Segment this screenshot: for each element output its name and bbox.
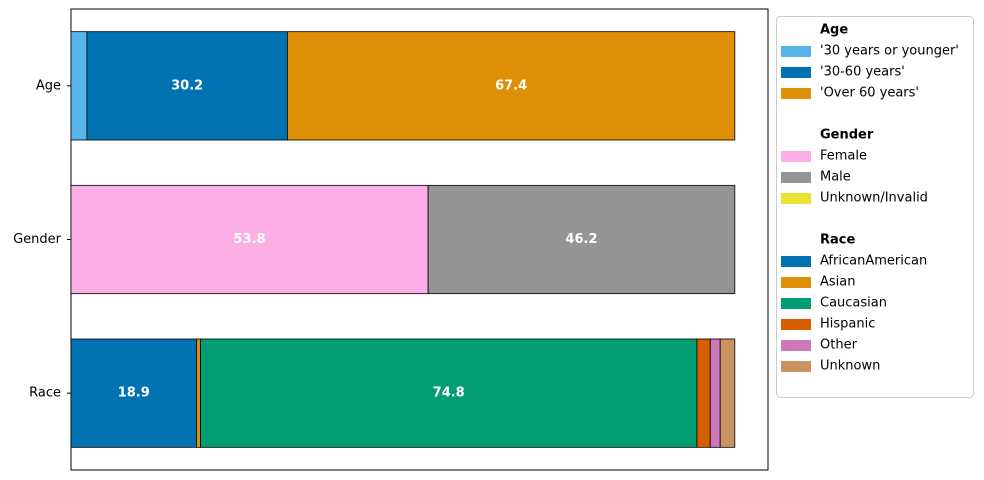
- legend-swatch: [781, 193, 811, 204]
- legend-label: AfricanAmerican: [820, 254, 927, 269]
- legend-swatch: [781, 46, 811, 57]
- bar-segment: [70, 338, 197, 448]
- bar-segment: [200, 338, 698, 448]
- y-tick-label: Gender: [13, 232, 62, 247]
- legend-label: '30-60 years': [820, 65, 905, 80]
- legend-label: 'Over 60 years': [820, 86, 919, 101]
- legend-swatch: [781, 256, 811, 267]
- legend-swatch: [781, 88, 811, 99]
- legend-label: Caucasian: [820, 296, 887, 311]
- bar-segment: [719, 338, 736, 448]
- legend-label: Male: [820, 170, 851, 185]
- legend-title: Age: [820, 23, 848, 38]
- legend-swatch: [781, 361, 811, 372]
- legend-swatch: [781, 319, 811, 330]
- legend-title: Race: [820, 233, 855, 248]
- legend-swatch: [781, 67, 811, 78]
- legend-swatch: [781, 340, 811, 351]
- legend-swatch: [781, 298, 811, 309]
- legend-label: '30 years or younger': [820, 44, 959, 59]
- seg-label: 53.8: [234, 232, 266, 247]
- bar-segment: [196, 338, 201, 448]
- seg-label: 18.9: [118, 386, 150, 401]
- legend-label: Unknown: [820, 359, 880, 374]
- bar-segment: [86, 31, 288, 141]
- legend-swatch: [781, 151, 811, 162]
- legend-label: Asian: [820, 275, 855, 290]
- bar-segment: [696, 338, 711, 448]
- seg-label: 46.2: [565, 232, 597, 247]
- bar-segment: [709, 338, 721, 448]
- seg-label: 67.4: [495, 78, 527, 93]
- seg-label: 30.2: [171, 78, 203, 93]
- legend-label: Unknown/Invalid: [820, 191, 928, 206]
- bar-segment: [287, 31, 736, 141]
- legend-label: Female: [820, 149, 867, 164]
- bar-segment: [427, 184, 736, 295]
- legend-frame: [776, 16, 974, 398]
- y-tick-label: Race: [29, 386, 61, 401]
- legend-swatch: [781, 277, 811, 288]
- y-tick-label: Age: [36, 78, 61, 93]
- legend-swatch: [781, 172, 811, 183]
- legend-label: Hispanic: [820, 317, 875, 332]
- legend-label: Other: [820, 338, 858, 353]
- seg-label: 74.8: [433, 386, 465, 401]
- legend-title: Gender: [820, 128, 874, 143]
- bar-segment: [70, 31, 88, 141]
- bar-segment: [70, 184, 429, 295]
